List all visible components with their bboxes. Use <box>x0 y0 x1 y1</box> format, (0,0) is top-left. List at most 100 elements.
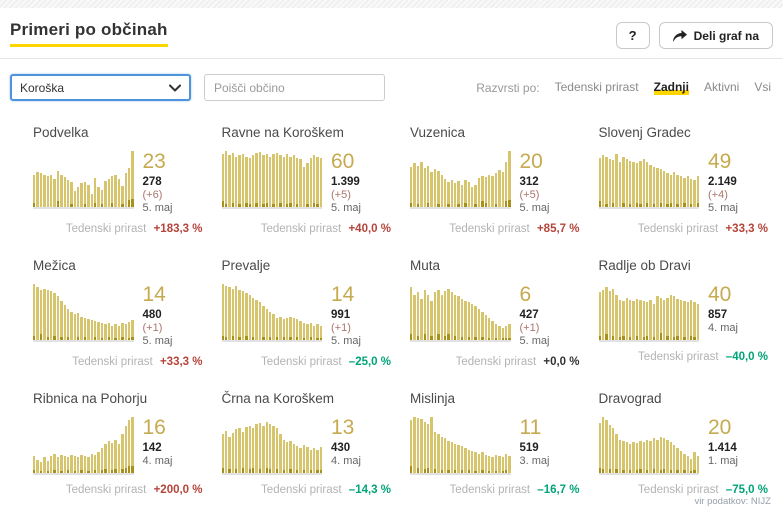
chart-bar[interactable] <box>228 437 231 474</box>
chart-bar[interactable] <box>605 286 608 341</box>
chart-bar[interactable] <box>94 455 97 474</box>
chart-bar[interactable] <box>104 181 107 207</box>
chart-bar[interactable] <box>683 177 686 207</box>
chart-bar[interactable] <box>255 153 258 207</box>
chart-bar[interactable] <box>33 456 36 474</box>
chart-bar[interactable] <box>124 425 127 474</box>
chart-bar[interactable] <box>676 174 679 207</box>
chart-bar[interactable] <box>49 290 53 341</box>
chart-bar[interactable] <box>275 153 279 207</box>
chart-bar[interactable] <box>622 300 625 341</box>
chart-bar[interactable] <box>53 293 56 341</box>
chart-bar[interactable] <box>635 298 639 341</box>
cases-bar-chart[interactable] <box>33 284 134 343</box>
chart-bar[interactable] <box>413 163 416 207</box>
chart-bar[interactable] <box>285 442 289 474</box>
chart-bar[interactable] <box>43 288 46 341</box>
chart-bar[interactable] <box>53 179 56 207</box>
chart-bar[interactable] <box>437 433 440 474</box>
chart-bar[interactable] <box>107 179 110 207</box>
chart-bar[interactable] <box>49 456 53 474</box>
chart-bar[interactable] <box>498 456 501 474</box>
chart-bar[interactable] <box>306 447 309 474</box>
chart-bar[interactable] <box>117 179 121 207</box>
chart-bar[interactable] <box>487 456 491 474</box>
chart-bar[interactable] <box>690 459 693 474</box>
chart-bar[interactable] <box>268 312 272 341</box>
chart-bar[interactable] <box>683 300 686 341</box>
chart-bar[interactable] <box>639 440 642 474</box>
chart-bar[interactable] <box>649 440 652 474</box>
chart-bar[interactable] <box>104 443 107 474</box>
cases-bar-chart[interactable] <box>410 284 511 343</box>
chart-bar[interactable] <box>114 439 117 474</box>
chart-bar[interactable] <box>90 453 94 474</box>
chart-bar[interactable] <box>121 323 124 341</box>
chart-bar[interactable] <box>625 298 629 341</box>
chart-bar[interactable] <box>104 324 107 341</box>
chart-bar[interactable] <box>494 455 498 474</box>
chart-bar[interactable] <box>443 179 447 207</box>
chart-bar[interactable] <box>73 191 77 207</box>
chart-bar[interactable] <box>410 166 413 207</box>
chart-bar[interactable] <box>238 155 241 207</box>
chart-bar[interactable] <box>457 181 460 207</box>
chart-bar[interactable] <box>63 305 66 341</box>
cases-bar-chart[interactable] <box>598 417 700 476</box>
chart-bar[interactable] <box>299 447 302 474</box>
chart-bar[interactable] <box>63 176 66 207</box>
chart-bar[interactable] <box>235 286 238 341</box>
chart-bar[interactable] <box>686 301 690 341</box>
chart-bar[interactable] <box>457 445 460 474</box>
chart-bar[interactable] <box>131 151 134 207</box>
chart-bar[interactable] <box>601 289 605 341</box>
chart-bar[interactable] <box>110 325 114 341</box>
chart-bar[interactable] <box>114 174 117 207</box>
chart-bar[interactable] <box>598 157 601 207</box>
chart-bar[interactable] <box>673 172 676 207</box>
chart-bar[interactable] <box>454 295 457 341</box>
chart-bar[interactable] <box>676 447 679 474</box>
chart-bar[interactable] <box>504 325 508 341</box>
chart-bar[interactable] <box>262 425 265 474</box>
chart-bar[interactable] <box>666 173 669 207</box>
chart-bar[interactable] <box>504 162 508 207</box>
chart-bar[interactable] <box>83 317 87 341</box>
chart-bar[interactable] <box>292 443 296 474</box>
chart-bar[interactable] <box>659 298 662 341</box>
chart-bar[interactable] <box>608 290 612 341</box>
chart-bar[interactable] <box>693 451 696 474</box>
chart-bar[interactable] <box>313 447 316 474</box>
chart-bar[interactable] <box>612 159 615 207</box>
chart-bar[interactable] <box>90 319 94 341</box>
chart-bar[interactable] <box>302 445 306 474</box>
chart-bar[interactable] <box>629 443 632 474</box>
chart-bar[interactable] <box>39 173 43 207</box>
chart-bar[interactable] <box>289 156 292 207</box>
chart-bar[interactable] <box>494 324 498 341</box>
chart-bar[interactable] <box>416 418 420 474</box>
cases-bar-chart[interactable] <box>410 151 511 209</box>
chart-bar[interactable] <box>70 312 73 341</box>
chart-bar[interactable] <box>224 285 228 341</box>
chart-bar[interactable] <box>231 432 235 474</box>
chart-bar[interactable] <box>690 179 693 207</box>
chart-bar[interactable] <box>258 422 262 474</box>
cases-bar-chart[interactable] <box>221 417 323 476</box>
chart-bar[interactable] <box>313 325 316 341</box>
chart-bar[interactable] <box>309 157 313 207</box>
chart-bar[interactable] <box>608 158 612 207</box>
chart-bar[interactable] <box>241 290 245 341</box>
chart-bar[interactable] <box>491 457 494 474</box>
chart-bar[interactable] <box>66 309 70 341</box>
chart-bar[interactable] <box>285 317 289 341</box>
chart-bar[interactable] <box>498 170 501 207</box>
chart-bar[interactable] <box>639 161 642 207</box>
chart-bar[interactable] <box>666 439 669 474</box>
chart-bar[interactable] <box>319 447 323 474</box>
chart-bar[interactable] <box>33 284 36 341</box>
chart-bar[interactable] <box>413 295 416 341</box>
chart-bar[interactable] <box>612 428 615 474</box>
chart-bar[interactable] <box>669 442 673 474</box>
chart-bar[interactable] <box>605 420 608 474</box>
